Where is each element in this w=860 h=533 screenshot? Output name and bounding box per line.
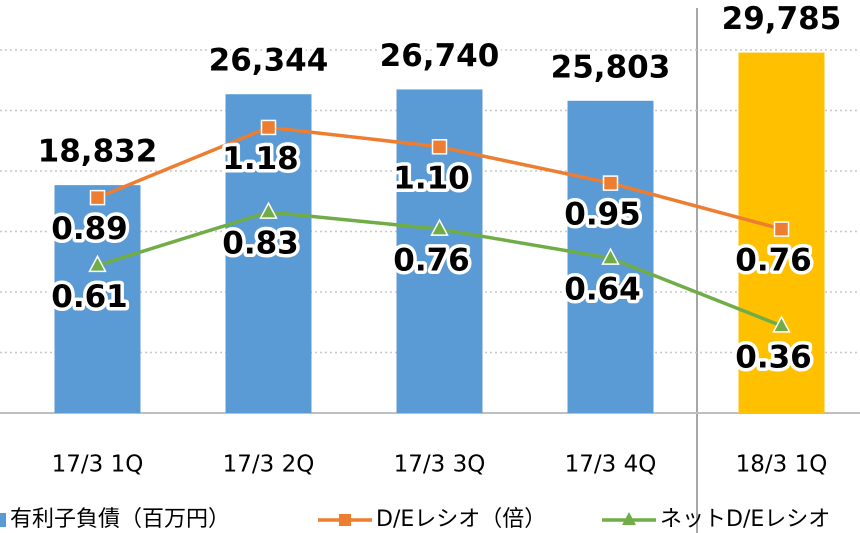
data-label: 26,344 (209, 43, 329, 79)
data-label: 1.10 (393, 160, 470, 196)
legend-marker (339, 514, 351, 526)
marker (602, 175, 619, 191)
marker (601, 247, 620, 265)
legend-marker (622, 512, 636, 525)
data-label: 1.18 (222, 141, 299, 177)
x-tick-label: 18/3 1Q (736, 452, 828, 478)
marker (772, 315, 791, 333)
x-tick-label: 17/3 1Q (52, 452, 144, 478)
data-label: 0.36 (735, 339, 812, 375)
x-tick-label: 17/3 4Q (565, 452, 657, 478)
legend-swatch (0, 513, 6, 527)
x-tick-label: 17/3 2Q (223, 452, 315, 478)
marker (773, 221, 790, 237)
bar (225, 94, 312, 413)
data-label: 0.76 (735, 243, 812, 279)
data-label: 18,832 (38, 134, 158, 170)
marker (88, 254, 107, 273)
marker (89, 189, 106, 206)
data-label: 0.95 (564, 197, 641, 233)
data-label: 0.61 (51, 279, 128, 315)
legend-label: 有利子負債（百万円） (10, 507, 230, 532)
bar (54, 185, 141, 413)
data-label: 0.76 (393, 243, 470, 279)
data-label: 26,740 (380, 38, 500, 74)
data-label: 0.64 (564, 272, 641, 308)
legend-label: ネットD/Eレシオ (660, 507, 830, 532)
data-label: 0.89 (51, 211, 128, 247)
data-label: 0.83 (222, 226, 299, 262)
marker (260, 119, 277, 136)
marker (431, 139, 448, 155)
marker (259, 201, 278, 219)
data-label: 29,785 (722, 1, 842, 37)
marker (430, 218, 449, 236)
legend-label: D/Eレシオ（倍） (376, 507, 546, 532)
data-label: 25,803 (551, 49, 671, 85)
x-tick-label: 17/3 3Q (394, 452, 486, 478)
